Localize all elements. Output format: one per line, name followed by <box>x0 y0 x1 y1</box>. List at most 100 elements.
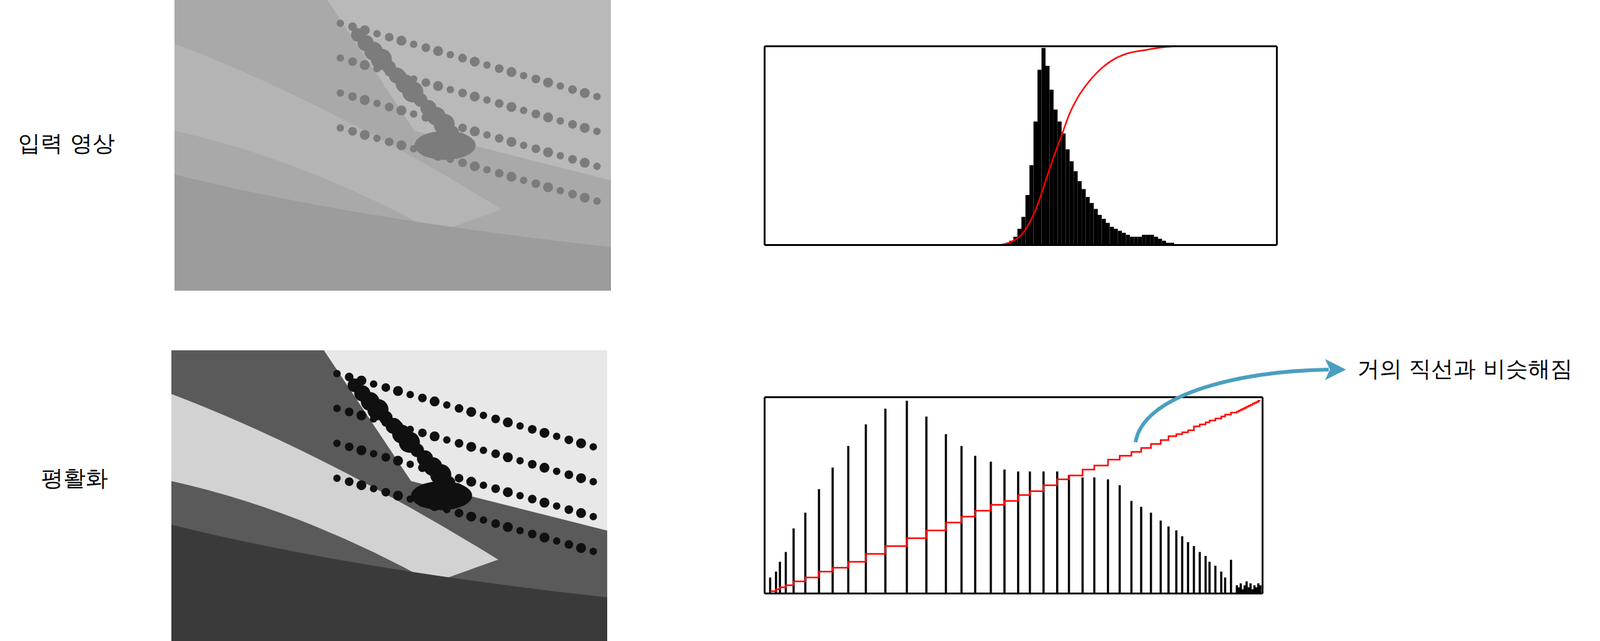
photo-tree <box>446 50 454 59</box>
photo-tree <box>360 94 371 105</box>
photo-tree <box>429 431 440 442</box>
photo-tree <box>516 422 525 430</box>
spike-bar <box>846 445 850 593</box>
spike-bar <box>1056 471 1059 593</box>
x-axis-top <box>764 396 1263 398</box>
photo-tree <box>589 442 598 451</box>
photo-tree <box>396 105 407 116</box>
spike-bar <box>1130 500 1134 593</box>
spike-bar <box>1239 583 1243 593</box>
cdf-line <box>769 400 1260 592</box>
photo-tree <box>470 56 480 67</box>
spike-bar <box>1067 474 1071 593</box>
spike-bar <box>1220 571 1223 593</box>
photo-tree <box>454 438 464 448</box>
photo-tree <box>454 404 464 413</box>
photo-tree <box>479 411 488 420</box>
x-axis-line <box>764 592 1263 595</box>
photo-tree <box>384 137 394 146</box>
spike-bar <box>1243 584 1247 593</box>
histogram-bar <box>1109 226 1114 245</box>
spike-bar <box>1255 587 1258 593</box>
photo-tree <box>360 129 371 140</box>
photo-tree <box>483 131 491 139</box>
spike-bar <box>1247 587 1250 593</box>
spike-bar <box>1028 471 1032 593</box>
x-axis <box>764 244 1278 246</box>
photo-tree <box>519 141 528 150</box>
histogram-bar <box>1041 47 1045 245</box>
plot-area <box>1001 45 1277 245</box>
photo-tree <box>483 61 491 69</box>
photo-tree <box>458 88 467 98</box>
spike-bar <box>1249 583 1252 593</box>
spike-bar <box>1081 477 1085 593</box>
photo-tree <box>333 369 341 377</box>
photo-tree <box>333 474 341 482</box>
x-axis-line <box>764 244 1278 246</box>
histogram-bar <box>1089 203 1094 245</box>
photo-tree <box>543 147 554 158</box>
histogram-bar <box>1093 208 1098 245</box>
histogram-bar <box>1117 230 1122 245</box>
photo-tree <box>466 441 477 452</box>
photo-tree <box>589 512 598 521</box>
photo-tree <box>531 144 541 154</box>
photo-tree <box>479 481 488 489</box>
photo-tree <box>564 540 574 549</box>
photo-tree <box>527 529 537 539</box>
photo-tree <box>553 432 561 441</box>
photo-tree <box>470 91 480 102</box>
histogram-bar <box>1133 236 1138 245</box>
chart <box>764 45 1278 246</box>
spike-bar <box>1257 583 1260 593</box>
photo-tree <box>491 519 500 528</box>
photo-hill <box>171 524 608 641</box>
photo-tree <box>381 452 390 462</box>
photo-tree <box>579 88 590 99</box>
photo-tree <box>348 57 358 66</box>
histogram-bar <box>1065 149 1070 245</box>
photo-tree <box>356 479 367 490</box>
photo-tree <box>333 439 341 448</box>
photo-tree <box>348 127 358 136</box>
photo-tree <box>502 417 513 428</box>
photo-tree <box>370 450 378 458</box>
spike-bar <box>1235 584 1239 593</box>
spike-bar <box>1192 545 1196 593</box>
photo-tree <box>421 78 431 87</box>
photo-tree <box>360 60 371 71</box>
spike-bar <box>1223 577 1227 593</box>
photo-tree <box>531 109 541 118</box>
histogram-bar <box>1121 232 1126 245</box>
histogram-bar <box>1045 65 1050 245</box>
photo-tree <box>479 515 488 524</box>
photo-tree <box>568 119 577 129</box>
photo-tree <box>458 158 467 168</box>
y-axis-line <box>763 397 766 594</box>
photo-tree <box>564 435 574 444</box>
photo-tree <box>344 442 354 451</box>
photo-tree <box>531 179 541 189</box>
spike-bar <box>1107 479 1110 593</box>
photo-tree <box>373 29 381 38</box>
x-axis-top <box>764 45 1278 47</box>
annotation: 거의 직선과 비슷해짐 <box>1357 355 1573 382</box>
photo-tree <box>556 82 564 91</box>
photo-tree <box>373 99 381 108</box>
photo-hill <box>174 174 611 291</box>
photo-tree <box>568 189 577 199</box>
photo-tree <box>576 507 587 518</box>
spike-bar <box>989 461 993 593</box>
photo-tree <box>336 89 344 97</box>
photo-tree <box>466 511 477 522</box>
photo-tree <box>373 134 381 143</box>
photo-tree <box>593 197 602 205</box>
photo-tree-clump <box>414 131 476 161</box>
spike-bar <box>1149 512 1153 593</box>
spike-bar <box>1208 561 1211 593</box>
histogram-bar <box>1138 236 1142 245</box>
photo-tree <box>356 445 367 456</box>
photo-tree <box>494 134 504 143</box>
photo-tree <box>579 157 590 168</box>
